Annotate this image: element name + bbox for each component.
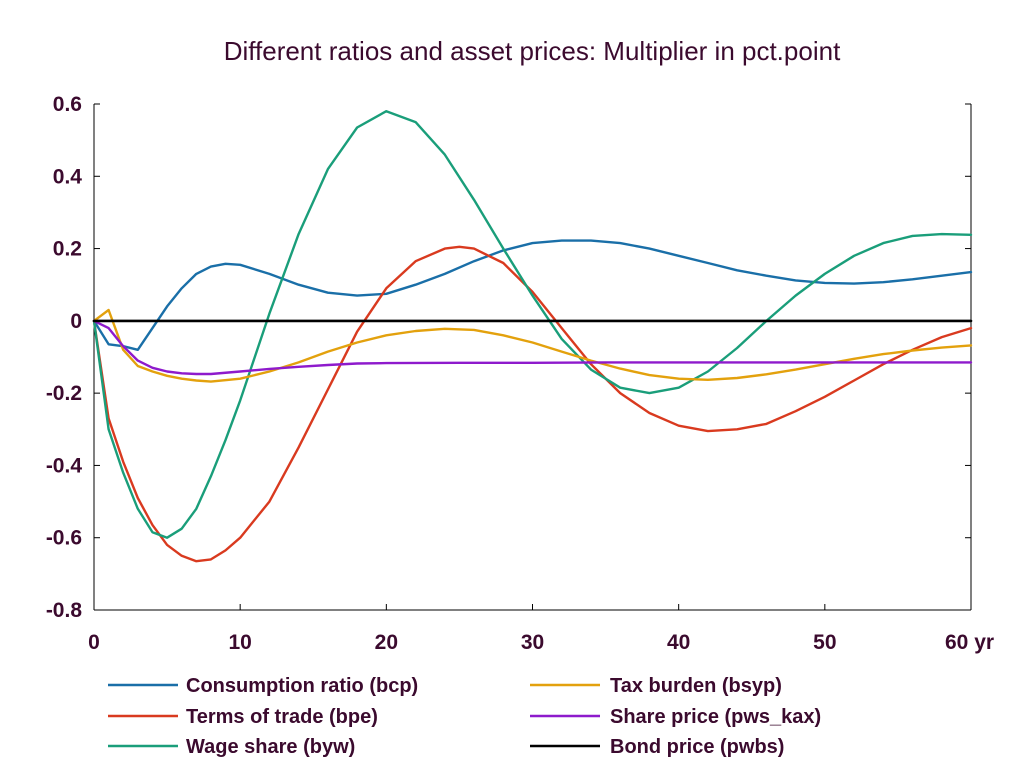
legend-label-3: Tax burden (bsyp) — [610, 675, 782, 697]
x-tick-label: 20 — [375, 631, 398, 654]
y-tick-labels: -0.8 -0.6 -0.4 -0.2 0 0.2 0.4 0.6 — [46, 93, 83, 622]
legend-label-2: Wage share (byw) — [186, 736, 355, 758]
legend-label-1: Terms of trade (bpe) — [186, 706, 378, 728]
y-tick-label: -0.8 — [46, 599, 83, 622]
x-tick-label: 30 — [521, 631, 544, 654]
series-lines — [92, 109, 973, 563]
series-line-1 — [92, 245, 973, 563]
x-tick-label: 40 — [667, 631, 690, 654]
y-tick-label: -0.4 — [46, 454, 83, 477]
x-tick-label: 10 — [228, 631, 251, 654]
tick-marks — [93, 103, 972, 611]
legend-label-0: Consumption ratio (bcp) — [186, 675, 418, 697]
legend-label-4: Share price (pws_kax) — [610, 706, 821, 728]
x-tick-label: 50 — [813, 631, 836, 654]
x-tick-label: 60 yr — [945, 631, 994, 654]
chart-title: Different ratios and asset prices: Multi… — [224, 36, 841, 66]
x-tick-labels: 0 10 20 30 40 50 60 yr — [88, 631, 994, 654]
plot-frame — [93, 104, 972, 611]
series-line-2 — [92, 109, 973, 539]
y-tick-label: -0.2 — [46, 382, 82, 405]
x-tick-label: 0 — [88, 631, 100, 654]
series-line-0 — [92, 239, 973, 351]
y-tick-label: 0.4 — [53, 165, 83, 188]
y-tick-label: 0 — [70, 310, 82, 333]
series-line-3 — [92, 308, 973, 383]
legend-label-5: Bond price (pwbs) — [610, 736, 784, 758]
series-line-4 — [92, 319, 973, 376]
legend: Consumption ratio (bcp) Terms of trade (b… — [108, 675, 821, 758]
y-tick-label: -0.6 — [46, 527, 82, 550]
y-tick-label: 0.6 — [53, 93, 82, 116]
y-tick-label: 0.2 — [53, 238, 82, 261]
